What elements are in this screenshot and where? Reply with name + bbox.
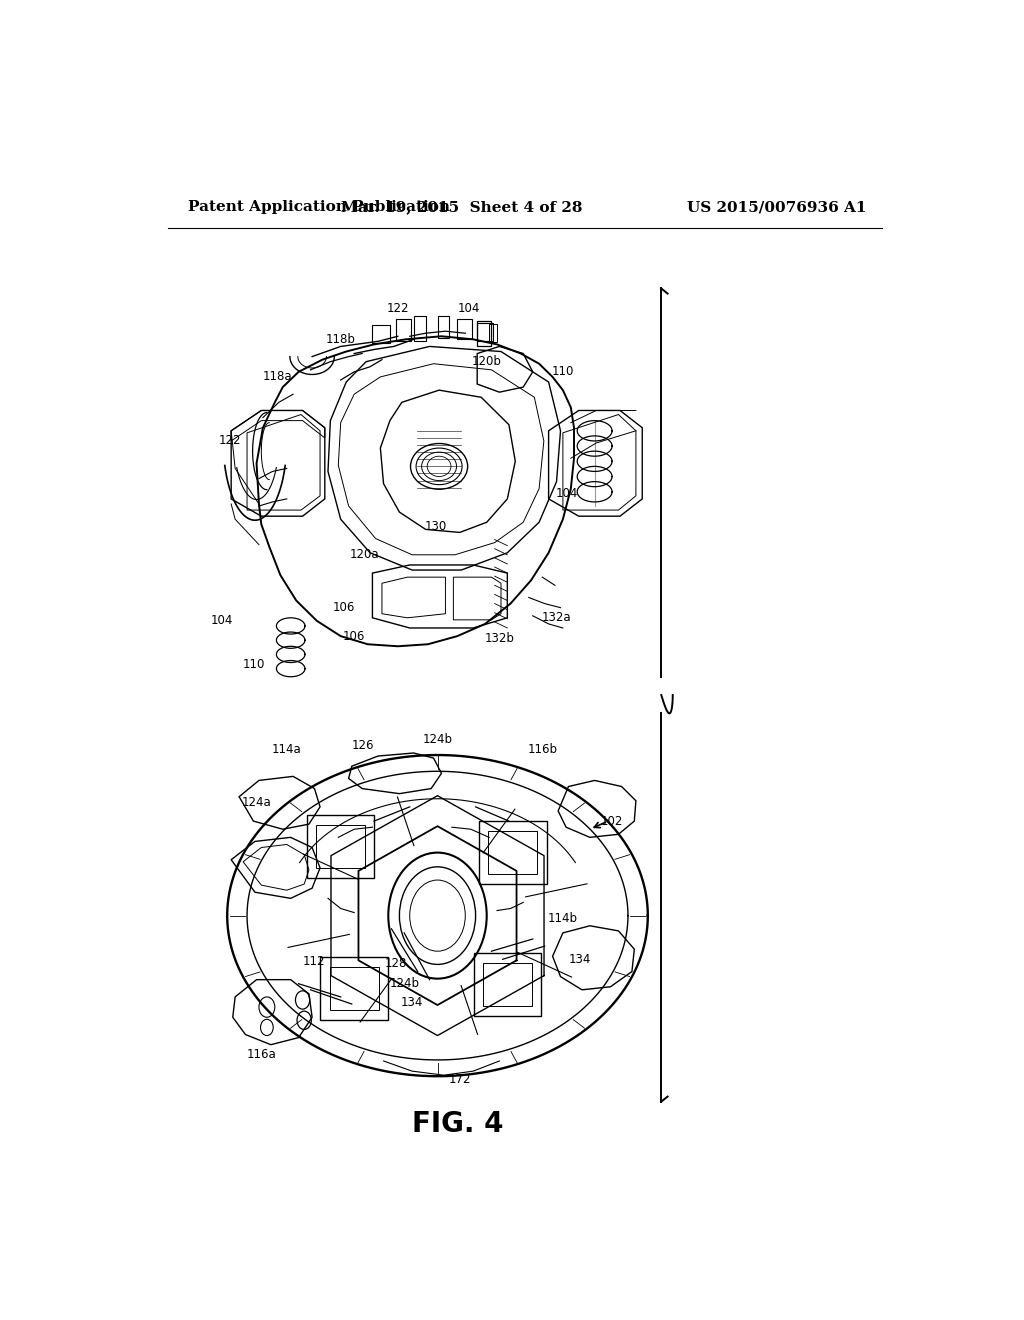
Text: FIG. 4: FIG. 4 [412, 1110, 503, 1138]
Text: 172: 172 [449, 1073, 471, 1086]
Text: Patent Application Publication: Patent Application Publication [187, 201, 450, 214]
Text: 114b: 114b [548, 912, 578, 925]
Bar [437, 315, 450, 338]
Bar [458, 319, 472, 339]
Text: 114a: 114a [271, 743, 302, 756]
Text: 120a: 120a [349, 548, 379, 561]
Bar [373, 325, 390, 343]
Text: 112: 112 [302, 954, 325, 968]
Text: 120b: 120b [472, 355, 502, 368]
Text: 122: 122 [218, 434, 241, 447]
Bar [396, 319, 411, 342]
Text: 134: 134 [569, 953, 592, 966]
Bar [489, 325, 497, 342]
Text: 128: 128 [385, 957, 408, 970]
Text: 104: 104 [458, 302, 480, 315]
Text: 122: 122 [387, 302, 409, 315]
Text: 124b: 124b [423, 734, 453, 746]
Bar [477, 321, 492, 346]
Text: 132b: 132b [484, 632, 514, 644]
Text: 110: 110 [552, 366, 574, 379]
Bar [477, 323, 494, 342]
Bar [414, 315, 426, 342]
Text: 134: 134 [401, 995, 423, 1008]
Text: 126: 126 [351, 739, 374, 752]
Text: 110: 110 [243, 659, 264, 671]
Text: 106: 106 [333, 601, 355, 614]
Text: 106: 106 [342, 630, 365, 643]
Text: 104: 104 [556, 487, 579, 500]
Text: 116b: 116b [527, 743, 557, 756]
Text: 124b: 124b [389, 977, 419, 990]
Text: 102: 102 [601, 814, 624, 828]
Text: 118b: 118b [326, 333, 355, 346]
Text: 118a: 118a [262, 371, 292, 383]
Text: 116a: 116a [247, 1048, 276, 1061]
Text: US 2015/0076936 A1: US 2015/0076936 A1 [686, 201, 866, 214]
Text: Mar. 19, 2015  Sheet 4 of 28: Mar. 19, 2015 Sheet 4 of 28 [341, 201, 582, 214]
Text: 124a: 124a [242, 796, 271, 809]
Text: 104: 104 [211, 614, 232, 627]
Text: 130: 130 [425, 520, 447, 533]
Text: 132a: 132a [542, 611, 571, 624]
